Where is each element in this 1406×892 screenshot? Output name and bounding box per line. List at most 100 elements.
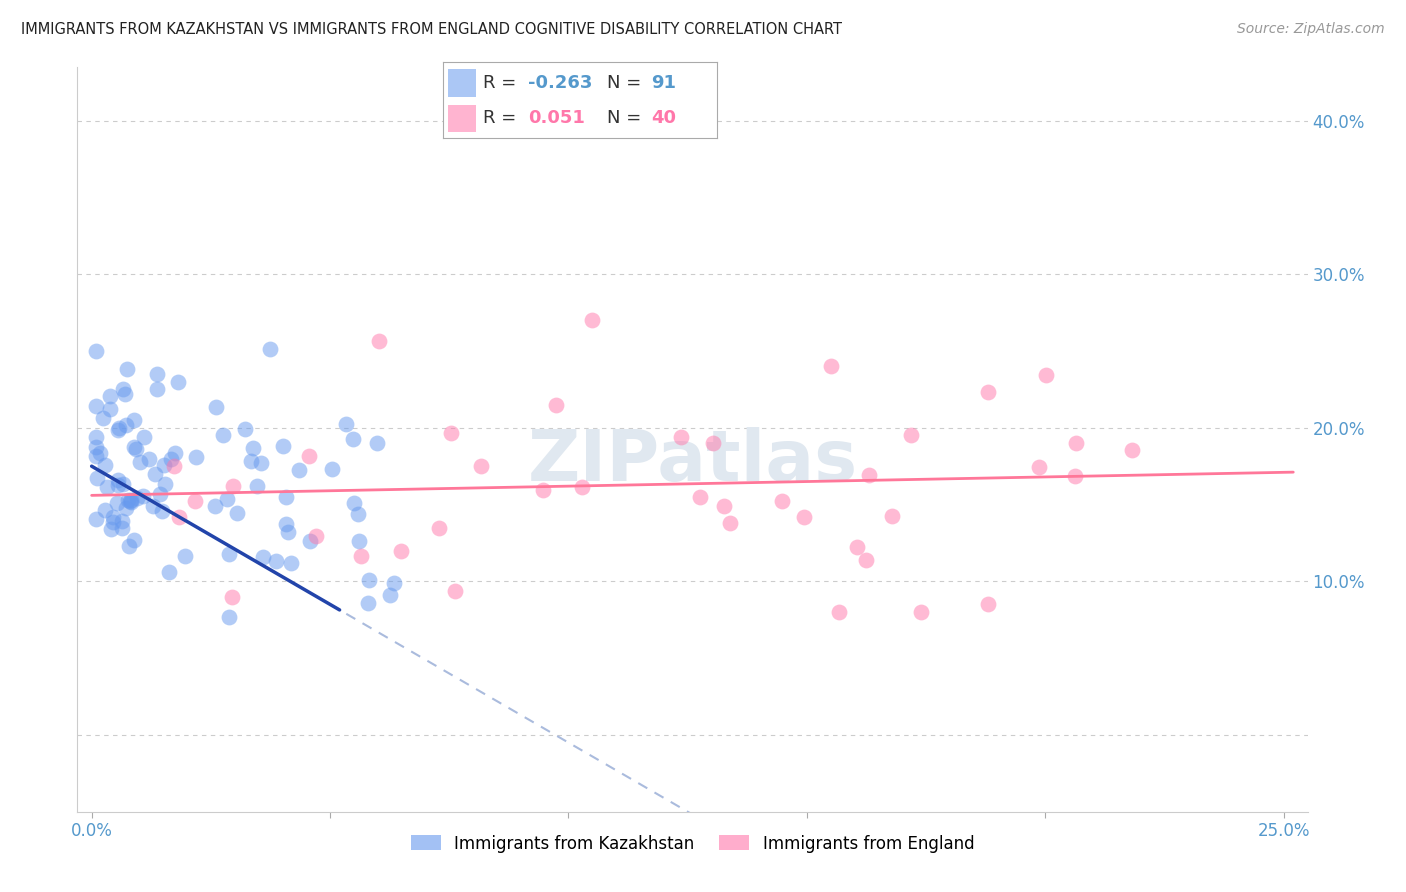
Point [900,427,922,442]
Point [153,458,176,472]
Point [86,440,108,454]
Text: IMMIGRANTS FROM KAZAKHSTAN VS IMMIGRANTS FROM ENGLAND COGNITIVE DISABILITY CORRE: IMMIGRANTS FROM KAZAKHSTAN VS IMMIGRANTS… [21,22,842,37]
Point [103,516,125,530]
Point [122,533,145,548]
Point [108,421,131,435]
Point [288,462,311,476]
Point [347,507,370,521]
Point [150,503,173,517]
Point [173,549,195,563]
Point [389,544,412,558]
Point [531,483,554,498]
Point [1064,469,1087,483]
Point [264,554,287,568]
Bar [449,70,475,96]
Text: Source: ZipAtlas.com: Source: ZipAtlas.com [1237,22,1385,37]
Point [100,522,122,536]
Legend: Immigrants from Kazakhstan, Immigrants from England: Immigrants from Kazakhstan, Immigrants f… [404,828,981,859]
Point [669,430,692,444]
Point [444,584,467,599]
Point [120,495,142,509]
Point [221,590,243,604]
Point [96,480,118,494]
Point [112,382,135,396]
Point [145,367,167,381]
Point [858,467,880,482]
Point [702,435,724,450]
Point [107,477,129,491]
Point [157,565,180,579]
Point [163,458,186,473]
Point [274,516,297,531]
Point [470,459,492,474]
Point [160,451,183,466]
Point [855,553,877,567]
Point [880,508,903,523]
Point [233,422,256,436]
Point [120,494,142,508]
Point [107,473,129,487]
Point [107,423,129,437]
Point [101,509,124,524]
Point [343,496,366,510]
Point [718,516,741,530]
Point [276,491,298,505]
Point [129,455,152,469]
Point [115,418,138,433]
Point [335,417,357,431]
Point [120,492,142,507]
Point [218,610,240,624]
Point [298,450,321,464]
Point [105,496,128,510]
Point [127,491,149,506]
Point [1028,460,1050,475]
Bar [449,105,475,132]
Point [242,441,264,455]
Point [153,477,176,491]
Point [167,509,190,524]
Text: 0.051: 0.051 [527,109,585,127]
Text: -0.263: -0.263 [527,74,592,92]
Point [280,557,302,571]
Point [770,494,793,508]
Point [149,487,172,501]
Point [910,605,932,619]
Point [115,500,138,515]
Point [86,399,108,413]
Point [211,427,233,442]
Point [94,503,117,517]
Point [111,515,134,529]
Point [115,362,138,376]
Point [321,461,343,475]
Point [382,575,405,590]
Text: ZIPatlas: ZIPatlas [527,427,858,496]
Point [793,510,815,524]
Point [184,450,207,464]
Point [571,480,593,494]
Point [305,529,328,543]
Point [114,387,136,401]
Point [122,412,145,426]
Point [86,471,108,485]
Point [368,334,391,349]
Point [378,588,401,602]
Point [165,446,187,460]
Text: 91: 91 [651,74,676,92]
Point [89,445,111,459]
Point [977,384,1000,399]
Point [713,499,735,513]
Point [98,402,121,417]
Point [91,411,114,425]
Point [350,549,373,563]
Point [820,359,842,374]
Point [226,506,249,520]
Point [94,458,117,472]
Point [217,492,239,507]
Point [828,605,851,619]
Point [86,449,108,463]
Point [86,344,108,359]
Point [240,454,263,468]
Text: N =: N = [607,74,641,92]
Point [98,389,121,403]
Point [218,547,240,561]
